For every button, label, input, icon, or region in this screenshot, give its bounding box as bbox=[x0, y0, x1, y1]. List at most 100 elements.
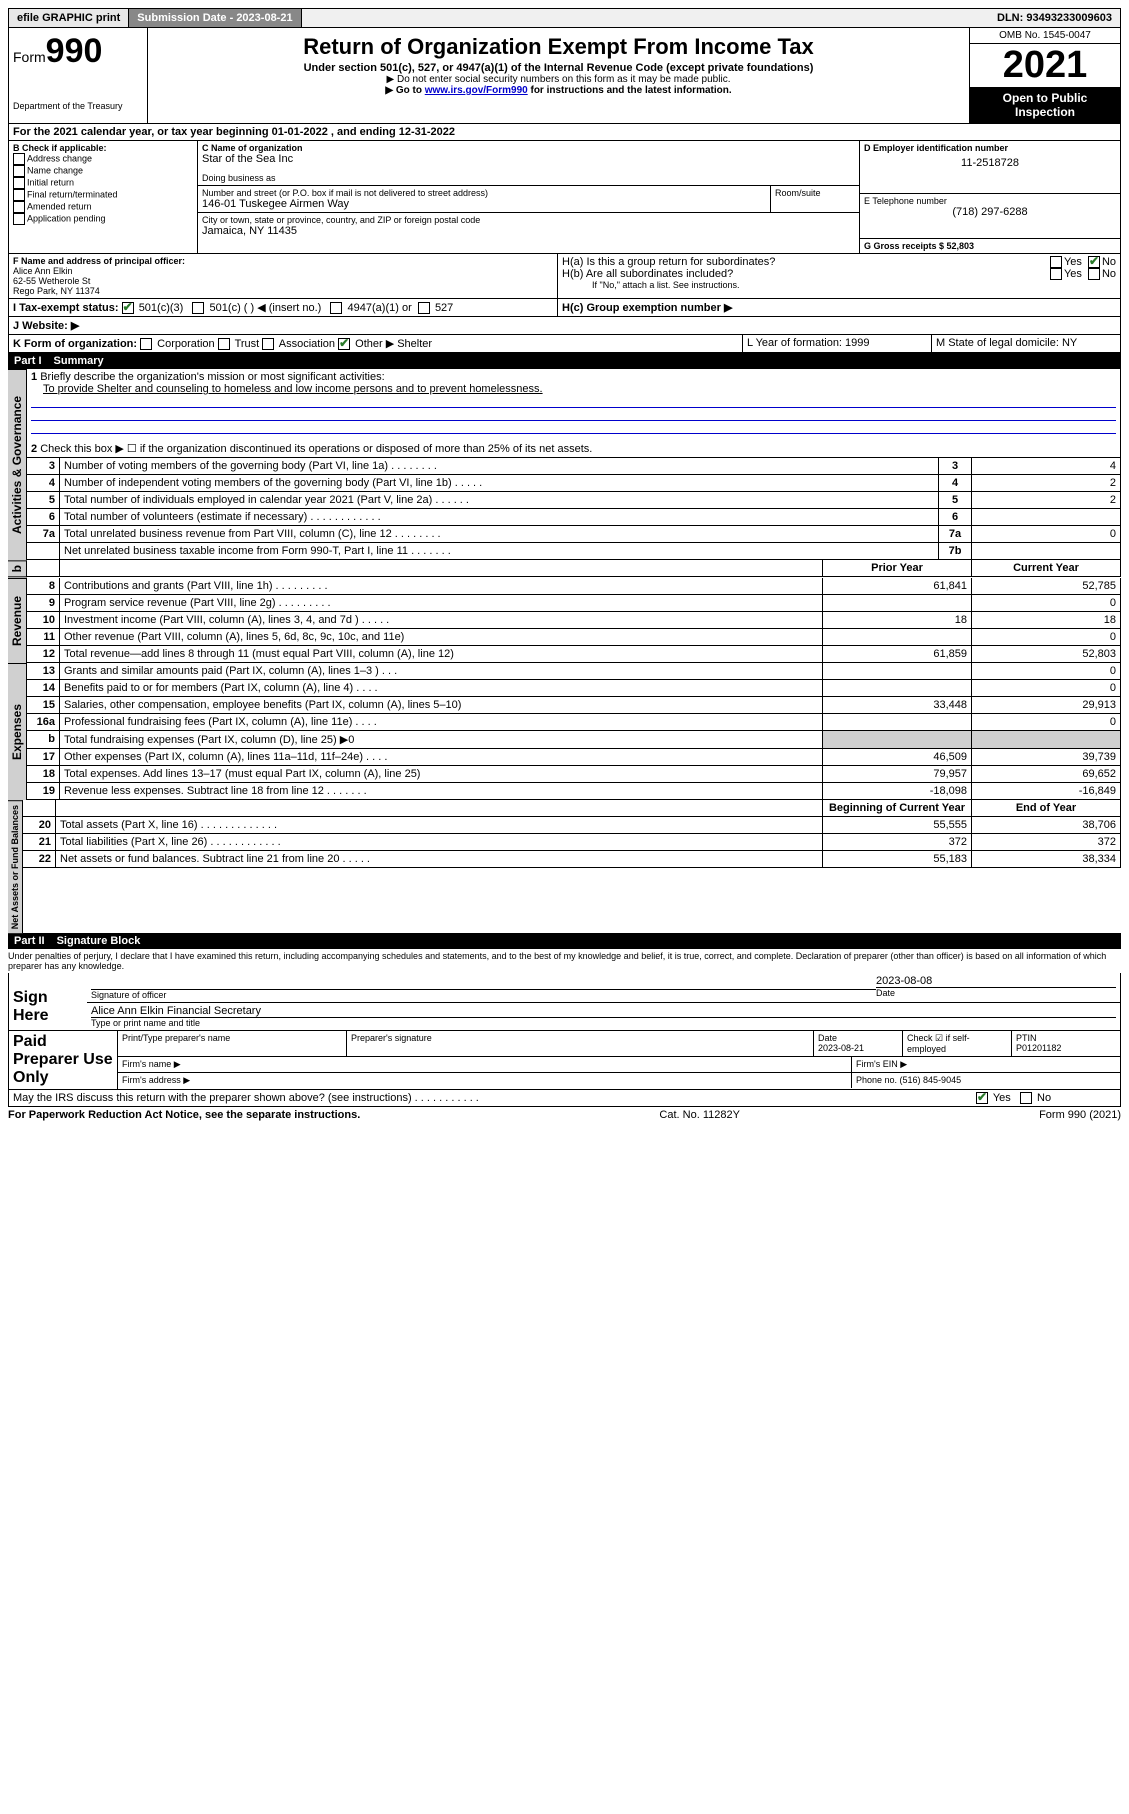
501c3-checkbox[interactable] bbox=[122, 302, 134, 314]
initial-return-label: Initial return bbox=[27, 177, 74, 187]
addr-change-checkbox[interactable] bbox=[13, 153, 25, 165]
ha-no: No bbox=[1102, 256, 1116, 268]
city-value: Jamaica, NY 11435 bbox=[202, 225, 855, 237]
form-header: Form990 Department of the Treasury Retur… bbox=[8, 28, 1121, 124]
corp-checkbox[interactable] bbox=[140, 338, 152, 350]
year-header-table: Prior Year Current Year bbox=[27, 560, 1121, 577]
net-assets-table: 20Total assets (Part X, line 16) . . . .… bbox=[23, 817, 1121, 868]
penalty-text: Under penalties of perjury, I declare th… bbox=[8, 949, 1121, 973]
footer-right: Form 990 (2021) bbox=[1039, 1109, 1121, 1121]
app-pending-label: Application pending bbox=[27, 213, 106, 223]
trust-checkbox[interactable] bbox=[218, 338, 230, 350]
sig-officer-label: Signature of officer bbox=[91, 989, 876, 1000]
officer-name: Alice Ann Elkin bbox=[13, 266, 553, 276]
hb-no-checkbox[interactable] bbox=[1088, 268, 1100, 280]
part1-title: Summary bbox=[54, 355, 104, 367]
org-info-block: B Check if applicable: Address change Na… bbox=[8, 141, 1121, 254]
dba-label: Doing business as bbox=[202, 173, 855, 183]
dept-label: Department of the Treasury bbox=[13, 101, 143, 111]
ha-no-checkbox[interactable] bbox=[1088, 256, 1100, 268]
side-expenses: Expenses bbox=[8, 663, 27, 800]
final-return-label: Final return/terminated bbox=[27, 189, 118, 199]
may-irs-no-checkbox[interactable] bbox=[1020, 1092, 1032, 1104]
501c-checkbox[interactable] bbox=[192, 302, 204, 314]
sign-here-label: Sign Here bbox=[9, 973, 87, 1030]
part2-header: Part II Signature Block bbox=[8, 933, 1121, 949]
sig-date: 2023-08-08 bbox=[876, 975, 1116, 987]
firm-addr-label: Firm's address ▶ bbox=[118, 1073, 851, 1088]
org-name: Star of the Sea Inc bbox=[202, 153, 855, 165]
app-pending-checkbox[interactable] bbox=[13, 213, 25, 225]
phone-value: (718) 297-6288 bbox=[864, 206, 1116, 218]
footer-center: Cat. No. 11282Y bbox=[659, 1109, 740, 1121]
officer-label: F Name and address of principal officer: bbox=[13, 256, 553, 266]
form-title: Return of Organization Exempt From Incom… bbox=[152, 34, 965, 60]
efile-print-button[interactable]: efile GRAPHIC print bbox=[9, 9, 129, 27]
name-change-label: Name change bbox=[27, 165, 83, 175]
initial-return-checkbox[interactable] bbox=[13, 177, 25, 189]
prep-date-label: Date bbox=[818, 1033, 837, 1043]
side-net: Net Assets or Fund Balances bbox=[8, 800, 23, 933]
current-year-header: Current Year bbox=[972, 560, 1121, 577]
street-value: 146-01 Tuskegee Airmen Way bbox=[202, 198, 766, 210]
paid-preparer-label: Paid Preparer Use Only bbox=[9, 1031, 117, 1089]
part1-header: Part I Summary bbox=[8, 353, 1121, 369]
section-c-name: C Name of organization Star of the Sea I… bbox=[198, 141, 859, 186]
may-irs-yes-checkbox[interactable] bbox=[976, 1092, 988, 1104]
expenses-table: 13Grants and similar amounts paid (Part … bbox=[27, 663, 1121, 800]
officer-city: Rego Park, NY 11374 bbox=[13, 286, 553, 296]
submission-date-label: Submission Date - 2023-08-21 bbox=[129, 9, 301, 27]
side-revenue: Revenue bbox=[8, 578, 27, 663]
name-change-checkbox[interactable] bbox=[13, 165, 25, 177]
section-b: B Check if applicable: Address change Na… bbox=[9, 141, 198, 253]
irs-link[interactable]: www.irs.gov/Form990 bbox=[425, 85, 528, 96]
omb-number: OMB No. 1545-0047 bbox=[970, 28, 1120, 44]
side-b-placeholder: b bbox=[8, 560, 27, 577]
ha-label: H(a) Is this a group return for subordin… bbox=[562, 256, 1050, 268]
i-hc-block: I Tax-exempt status: 501(c)(3) 501(c) ( … bbox=[8, 299, 1121, 317]
4947-checkbox[interactable] bbox=[330, 302, 342, 314]
assoc-checkbox[interactable] bbox=[262, 338, 274, 350]
form-subtitle: Under section 501(c), 527, or 4947(a)(1)… bbox=[152, 62, 965, 74]
end-year-header: End of Year bbox=[972, 800, 1121, 817]
net-header-table: Beginning of Current Year End of Year bbox=[23, 800, 1121, 817]
hb-yes: Yes bbox=[1064, 268, 1082, 280]
governance-table: 3Number of voting members of the governi… bbox=[27, 458, 1121, 560]
line2-text: Check this box ▶ ☐ if the organization d… bbox=[40, 443, 592, 455]
other-label: Other ▶ Shelter bbox=[355, 338, 432, 350]
hc-label: H(c) Group exemption number ▶ bbox=[562, 302, 732, 314]
may-irs-row: May the IRS discuss this return with the… bbox=[8, 1090, 1121, 1107]
prep-date-value: 2023-08-21 bbox=[818, 1043, 864, 1053]
addr-change-label: Address change bbox=[27, 153, 92, 163]
hb-yes-checkbox[interactable] bbox=[1050, 268, 1062, 280]
self-employed-check: Check ☑ if self-employed bbox=[903, 1031, 1012, 1056]
goto-post: for instructions and the latest informat… bbox=[528, 85, 732, 96]
open-public-badge: Open to Public Inspection bbox=[970, 87, 1120, 123]
sig-date-label: Date bbox=[876, 987, 1116, 998]
ssn-note: ▶ Do not enter social security numbers o… bbox=[152, 74, 965, 85]
line-a: For the 2021 calendar year, or tax year … bbox=[8, 124, 1121, 141]
527-label: 527 bbox=[435, 302, 453, 314]
amended-checkbox[interactable] bbox=[13, 201, 25, 213]
top-toolbar: efile GRAPHIC print Submission Date - 20… bbox=[8, 8, 1121, 28]
ha-yes-checkbox[interactable] bbox=[1050, 256, 1062, 268]
final-return-checkbox[interactable] bbox=[13, 189, 25, 201]
officer-print-name: Alice Ann Elkin Financial Secretary bbox=[91, 1005, 1116, 1017]
tax-year: 2021 bbox=[970, 44, 1120, 87]
paid-preparer-block: Paid Preparer Use Only Print/Type prepar… bbox=[8, 1031, 1121, 1090]
other-checkbox[interactable] bbox=[338, 338, 350, 350]
527-checkbox[interactable] bbox=[418, 302, 430, 314]
amended-label: Amended return bbox=[27, 201, 92, 211]
j-block: J Website: ▶ bbox=[8, 317, 1121, 335]
form-number: 990 bbox=[46, 32, 103, 70]
line-a-text: For the 2021 calendar year, or tax year … bbox=[9, 124, 1120, 140]
trust-label: Trust bbox=[235, 338, 260, 350]
prep-name-label: Print/Type preparer's name bbox=[118, 1031, 347, 1056]
4947-label: 4947(a)(1) or bbox=[348, 302, 412, 314]
officer-street: 62-55 Wetherole St bbox=[13, 276, 553, 286]
hb-no: No bbox=[1102, 268, 1116, 280]
type-name-label: Type or print name and title bbox=[91, 1017, 1116, 1028]
city-label: City or town, state or province, country… bbox=[202, 215, 855, 225]
part1-label: Part I bbox=[14, 355, 54, 367]
sign-here-block: Sign Here Signature of officer 2023-08-0… bbox=[8, 973, 1121, 1031]
